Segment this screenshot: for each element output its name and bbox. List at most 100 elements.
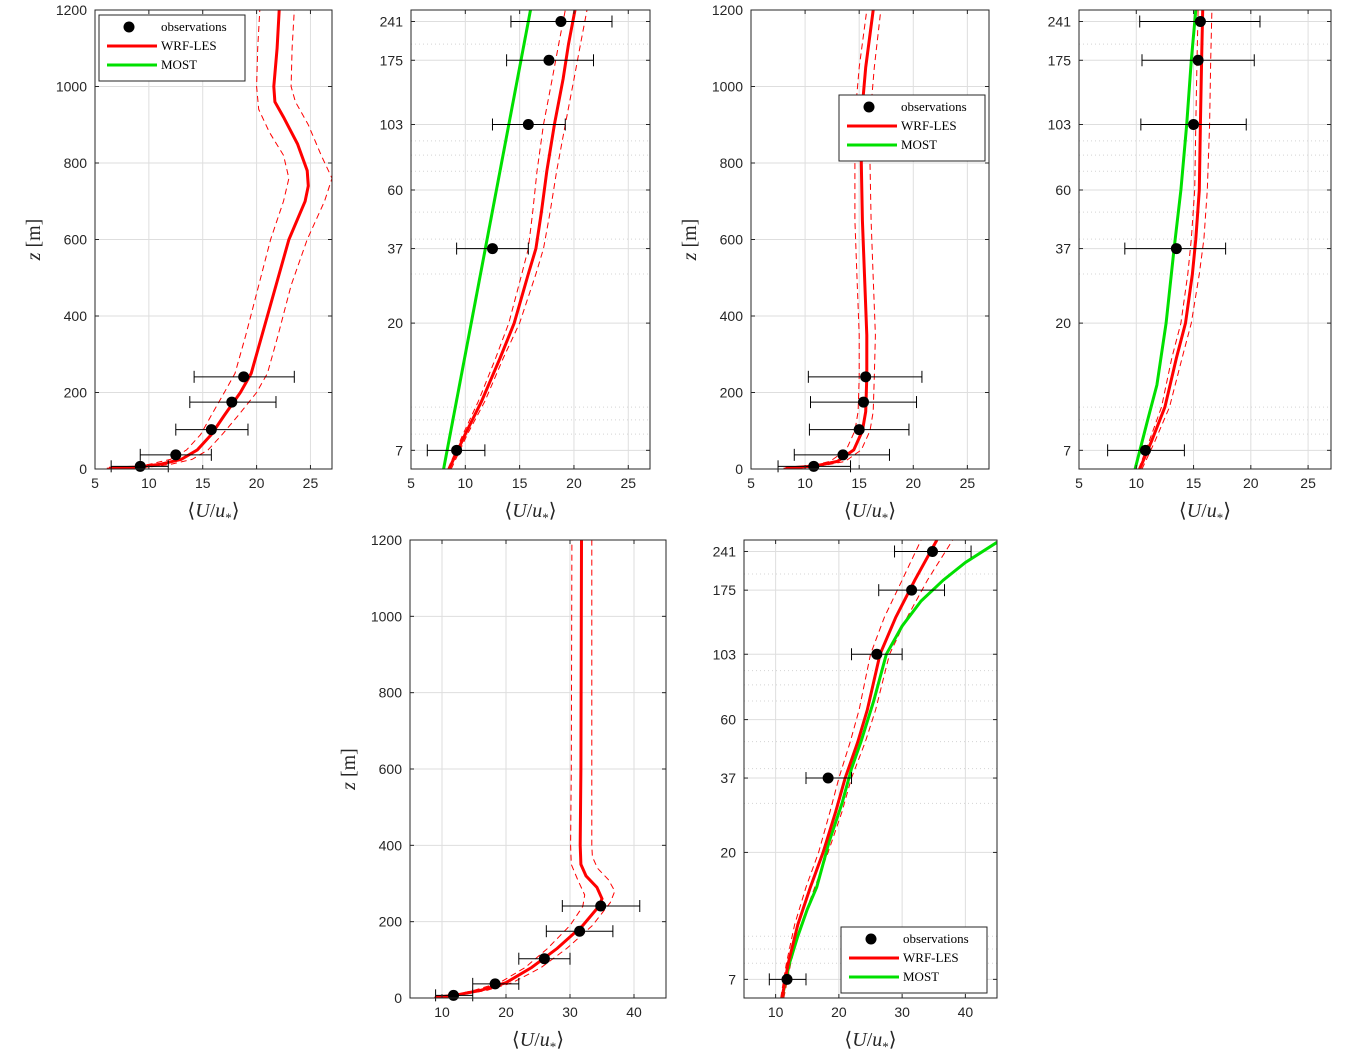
legend-most-label: MOST [161, 57, 197, 72]
y-tick-label: 241 [380, 14, 404, 30]
observation-point [189, 396, 277, 409]
y-tick-label: 175 [1048, 52, 1072, 68]
observation-point [545, 925, 614, 938]
y-tick-label: 37 [720, 770, 736, 786]
y-tick-label: 800 [720, 155, 744, 171]
y-tick-label: 20 [387, 315, 403, 331]
y-tick-label: 60 [1055, 182, 1071, 198]
y-tick-label: 7 [395, 442, 403, 458]
x-tick-label: 25 [960, 475, 976, 491]
observation-point [810, 396, 918, 409]
legend-box [838, 94, 986, 162]
y-tick-label: 600 [720, 232, 744, 248]
les-lower-bound-line [434, 540, 586, 998]
y-tick-label: 1200 [712, 2, 743, 18]
legend-most-label: MOST [901, 137, 937, 152]
observation-marker [871, 648, 883, 660]
observation-point [768, 973, 807, 986]
x-tick-label: 40 [626, 1004, 642, 1020]
x-tick-label: 20 [498, 1004, 514, 1020]
les-upper-bound-line [111, 10, 332, 469]
observation-marker [170, 449, 182, 461]
observation-marker [522, 119, 534, 131]
y-tick-label: 1200 [56, 2, 87, 18]
x-tick-label: 10 [458, 475, 474, 491]
y-tick-label: 241 [713, 543, 737, 559]
x-tick-label: 40 [958, 1004, 974, 1020]
observation-marker [1139, 444, 1151, 456]
subplot-p3: 5 10 15 20 25 0 200 400 600 800 1000 1200 ⟨U/u*⟩ z [m… [679, 2, 990, 525]
observation-point [491, 118, 566, 131]
y-tick-label: 103 [380, 117, 404, 133]
y-tick-label: 1000 [56, 79, 87, 95]
subplot-p6: 10 20 30 40 7 20 37 60 103 175 241 ⟨U/u*⟩ observatio… [713, 539, 998, 1054]
x-axis-label: ⟨U/u*⟩ [187, 500, 239, 525]
observation-point [1107, 444, 1185, 457]
subplot-p2: 5 10 15 20 25 7 20 37 60 103 175 241 ⟨U/u*⟩ [380, 9, 651, 525]
observation-marker [205, 424, 217, 436]
les-line [447, 10, 577, 469]
axes-box [1078, 9, 1332, 470]
x-axis-label: ⟨U/u*⟩ [844, 1029, 896, 1054]
les-upper-bound-line [1141, 10, 1213, 469]
y-tick-label: 0 [735, 461, 743, 477]
legend-box [840, 926, 988, 994]
y-tick-label: 20 [720, 844, 736, 860]
x-tick-label: 20 [905, 475, 921, 491]
observation-marker [543, 54, 555, 66]
les-line [1138, 10, 1205, 469]
x-tick-label: 10 [141, 475, 157, 491]
y-tick-label: 7 [1063, 442, 1071, 458]
observation-point [808, 423, 910, 436]
observation-marker [489, 978, 501, 990]
observation-point [894, 545, 972, 558]
y-tick-label: 103 [713, 646, 737, 662]
most-line [442, 10, 532, 469]
observation-point [518, 952, 571, 965]
observation-point [807, 370, 923, 383]
legend-observations-label: observations [903, 931, 969, 946]
observation-marker [1170, 243, 1182, 255]
x-tick-label: 15 [512, 475, 528, 491]
observation-marker [808, 460, 820, 472]
legend-wrf-les-label: WRF-LES [903, 950, 959, 965]
x-tick-label: 30 [562, 1004, 578, 1020]
legend: observations WRF-LES MOST [838, 94, 986, 162]
observation-marker [1194, 16, 1206, 28]
x-tick-label: 20 [566, 475, 582, 491]
y-axis-label: z [m] [23, 219, 45, 262]
legend-wrf-les-label: WRF-LES [161, 38, 217, 53]
observation-point [1124, 242, 1227, 255]
observation-point [805, 772, 853, 785]
y-tick-label: 60 [720, 712, 736, 728]
observation-marker [822, 772, 834, 784]
observation-point [851, 648, 903, 661]
y-tick-label: 175 [380, 52, 404, 68]
y-tick-label: 400 [379, 837, 403, 853]
observation-point [1139, 15, 1261, 28]
observation-point [1141, 54, 1255, 67]
x-tick-label: 15 [195, 475, 211, 491]
y-tick-label: 175 [713, 582, 737, 598]
plot-area [744, 540, 997, 998]
observation-point [510, 15, 613, 28]
observation-marker [574, 925, 586, 937]
x-tick-label: 25 [1300, 475, 1316, 491]
x-tick-label: 20 [249, 475, 265, 491]
observation-marker [134, 460, 146, 472]
x-axis-label: ⟨U/u*⟩ [1179, 500, 1231, 525]
y-tick-label: 400 [64, 308, 88, 324]
series-group [106, 10, 332, 469]
y-tick-label: 60 [387, 182, 403, 198]
y-tick-label: 0 [79, 461, 87, 477]
les-line [108, 10, 310, 469]
legend-box [98, 14, 246, 82]
les-lower-bound-line [1138, 10, 1199, 469]
x-tick-label: 10 [797, 475, 813, 491]
x-axis-label: ⟨U/u*⟩ [844, 500, 896, 525]
observation-point [793, 448, 890, 461]
observation-point [561, 900, 641, 913]
x-tick-label: 5 [1075, 475, 1083, 491]
subplot-p1: 5 10 15 20 25 0 200 400 600 800 1000 1200 ⟨U/u*⟩ z [m… [23, 2, 333, 525]
y-tick-label: 400 [720, 308, 744, 324]
